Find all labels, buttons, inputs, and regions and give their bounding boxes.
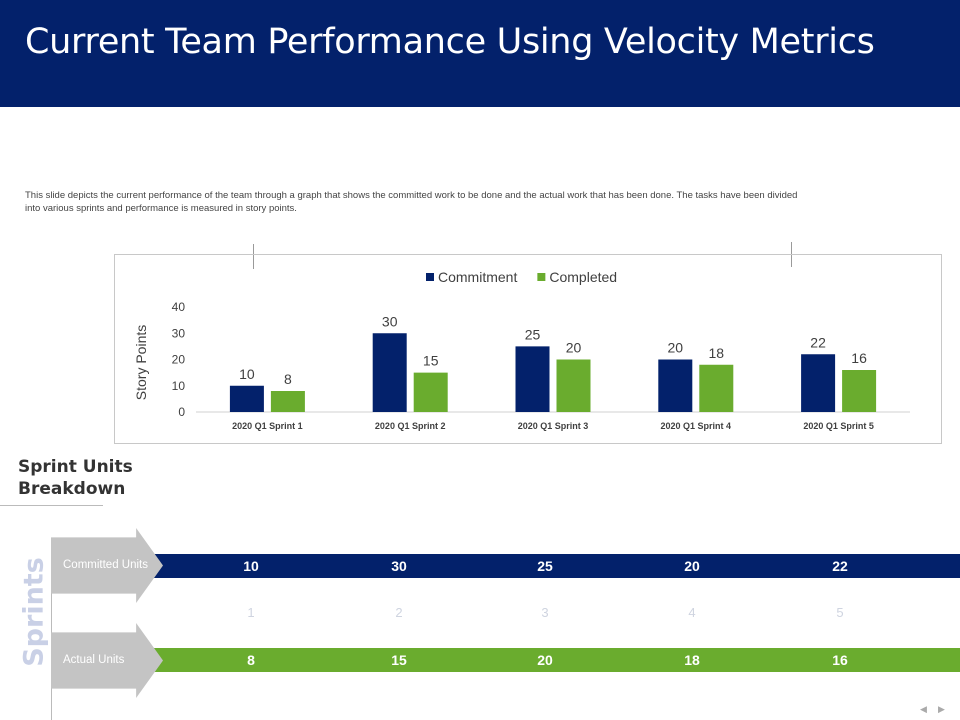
data-label: 20 <box>566 340 582 356</box>
x-tick-label: 2020 Q1 Sprint 2 <box>375 421 446 431</box>
data-label: 22 <box>810 334 826 350</box>
divider <box>0 505 103 506</box>
actual-value: 15 <box>391 652 407 668</box>
velocity-chart: 0 10 20 30 40 Story Points 10 8 2020 Q1 Sprint 1… <box>133 269 910 431</box>
y-tick-label: 30 <box>172 326 186 340</box>
prev-slide-icon[interactable]: ◀ <box>920 704 927 714</box>
actual-units-arrow: Actual Units <box>51 623 163 698</box>
committed-value: 10 <box>243 558 259 574</box>
bar-commitment <box>372 333 407 412</box>
breakdown-heading: Sprint Units Breakdown <box>18 456 133 500</box>
committed-value: 30 <box>391 558 407 574</box>
committed-value: 22 <box>832 558 848 574</box>
bar-commitment <box>229 385 264 412</box>
divider-vertical <box>51 538 52 720</box>
sprint-index: 2 <box>395 605 403 620</box>
chart-frame: 0 10 20 30 40 Story Points 10 8 2020 Q1 Sprint 1… <box>114 254 942 444</box>
data-label: 30 <box>382 313 398 329</box>
data-label: 20 <box>668 340 684 356</box>
bar-commitment <box>801 354 836 412</box>
sprint-index: 5 <box>836 605 844 620</box>
actual-value: 8 <box>247 652 255 668</box>
bar-completed <box>270 391 305 412</box>
committed-band: 10 30 25 20 22 <box>148 554 960 578</box>
committed-units-label: Committed Units <box>63 559 148 571</box>
y-axis-label: Story Points <box>133 325 149 400</box>
actual-value: 20 <box>537 652 553 668</box>
bar-completed <box>842 370 877 412</box>
committed-value: 20 <box>684 558 700 574</box>
x-tick-label: 2020 Q1 Sprint 3 <box>518 421 589 431</box>
y-tick-label: 20 <box>172 353 186 367</box>
committed-value: 25 <box>537 558 553 574</box>
data-label: 18 <box>709 345 725 361</box>
sprints-side-label: Sprints <box>18 557 50 667</box>
next-slide-icon[interactable]: ▶ <box>938 704 945 714</box>
x-tick-label: 2020 Q1 Sprint 4 <box>661 421 732 431</box>
bar-commitment <box>658 359 693 412</box>
y-tick-label: 10 <box>172 379 186 393</box>
x-tick-label: 2020 Q1 Sprint 1 <box>232 421 303 431</box>
slide-title: Current Team Performance Using Velocity … <box>25 22 875 62</box>
sprint-index: 4 <box>688 605 696 620</box>
legend-swatch <box>426 273 434 281</box>
actual-value: 18 <box>684 652 700 668</box>
sprint-index: 3 <box>541 605 549 620</box>
data-label: 15 <box>423 353 439 369</box>
bar-completed <box>556 359 591 412</box>
legend-label: Completed <box>549 269 617 285</box>
actual-band: 8 15 20 18 16 <box>148 648 960 672</box>
bar-commitment <box>515 346 550 412</box>
breakdown-heading-line2: Breakdown <box>18 479 126 499</box>
legend-swatch <box>537 273 546 281</box>
breakdown-heading-line1: Sprint Units <box>18 457 133 477</box>
data-label: 10 <box>239 366 255 382</box>
actual-value: 16 <box>832 652 848 668</box>
data-label: 8 <box>284 371 292 387</box>
actual-units-label: Actual Units <box>63 654 125 666</box>
bar-completed <box>699 364 734 412</box>
x-tick-label: 2020 Q1 Sprint 5 <box>803 421 874 431</box>
committed-units-arrow: Committed Units <box>51 528 163 603</box>
legend-label: Commitment <box>438 269 517 285</box>
y-tick-label: 0 <box>178 405 185 419</box>
decor-line <box>253 244 254 269</box>
sprint-index: 1 <box>247 605 255 620</box>
data-label: 16 <box>851 350 867 366</box>
y-tick-label: 40 <box>172 300 186 314</box>
bar-completed <box>413 372 448 412</box>
data-label: 25 <box>525 326 541 342</box>
title-bar: Current Team Performance Using Velocity … <box>0 0 960 107</box>
slide-description: This slide depicts the current performan… <box>25 190 798 214</box>
